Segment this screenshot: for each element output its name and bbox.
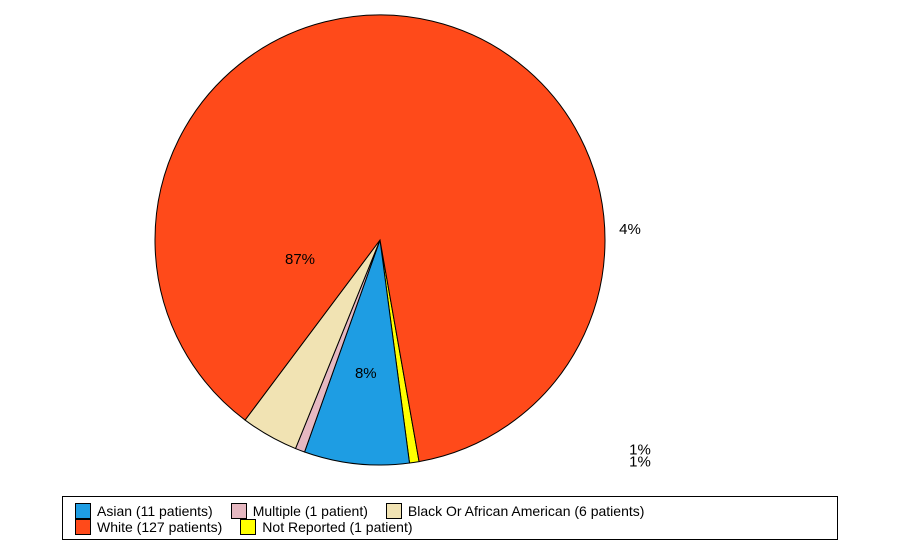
chart-stage: 1%8%1%4%87% Asian (11 patients)Multiple … [0, 0, 900, 549]
legend-label: White (127 patients) [97, 519, 222, 535]
legend-item-white: White (127 patients) [75, 519, 222, 535]
legend-swatch-black [386, 503, 402, 519]
legend-row: White (127 patients) Not Reported (1 pati… [75, 519, 825, 535]
legend-swatch-white [75, 519, 91, 535]
slice-label-white: 87% [285, 251, 315, 268]
legend-item-asian: Asian (11 patients) [75, 503, 213, 519]
legend-label: Asian (11 patients) [97, 503, 213, 519]
legend-item-black: Black Or African American (6 patients) [386, 503, 645, 519]
slice-label-multiple: 1% [629, 441, 651, 458]
legend-swatch-asian [75, 503, 91, 519]
slice-label-black: 4% [619, 221, 641, 238]
legend-item-multiple: Multiple (1 patient) [231, 503, 368, 519]
legend-label: Not Reported (1 patient) [262, 519, 412, 535]
legend-label: Black Or African American (6 patients) [408, 503, 645, 519]
legend-item-not_reported: Not Reported (1 patient) [240, 519, 412, 535]
legend-swatch-multiple [231, 503, 247, 519]
slice-label-asian: 8% [355, 365, 377, 382]
legend-row: Asian (11 patients) Multiple (1 patient) B… [75, 503, 825, 519]
legend-swatch-not_reported [240, 519, 256, 535]
legend-box: Asian (11 patients) Multiple (1 patient) B… [62, 496, 838, 540]
legend-label: Multiple (1 patient) [253, 503, 368, 519]
pie-chart: 1%8%1%4%87% [0, 0, 900, 549]
